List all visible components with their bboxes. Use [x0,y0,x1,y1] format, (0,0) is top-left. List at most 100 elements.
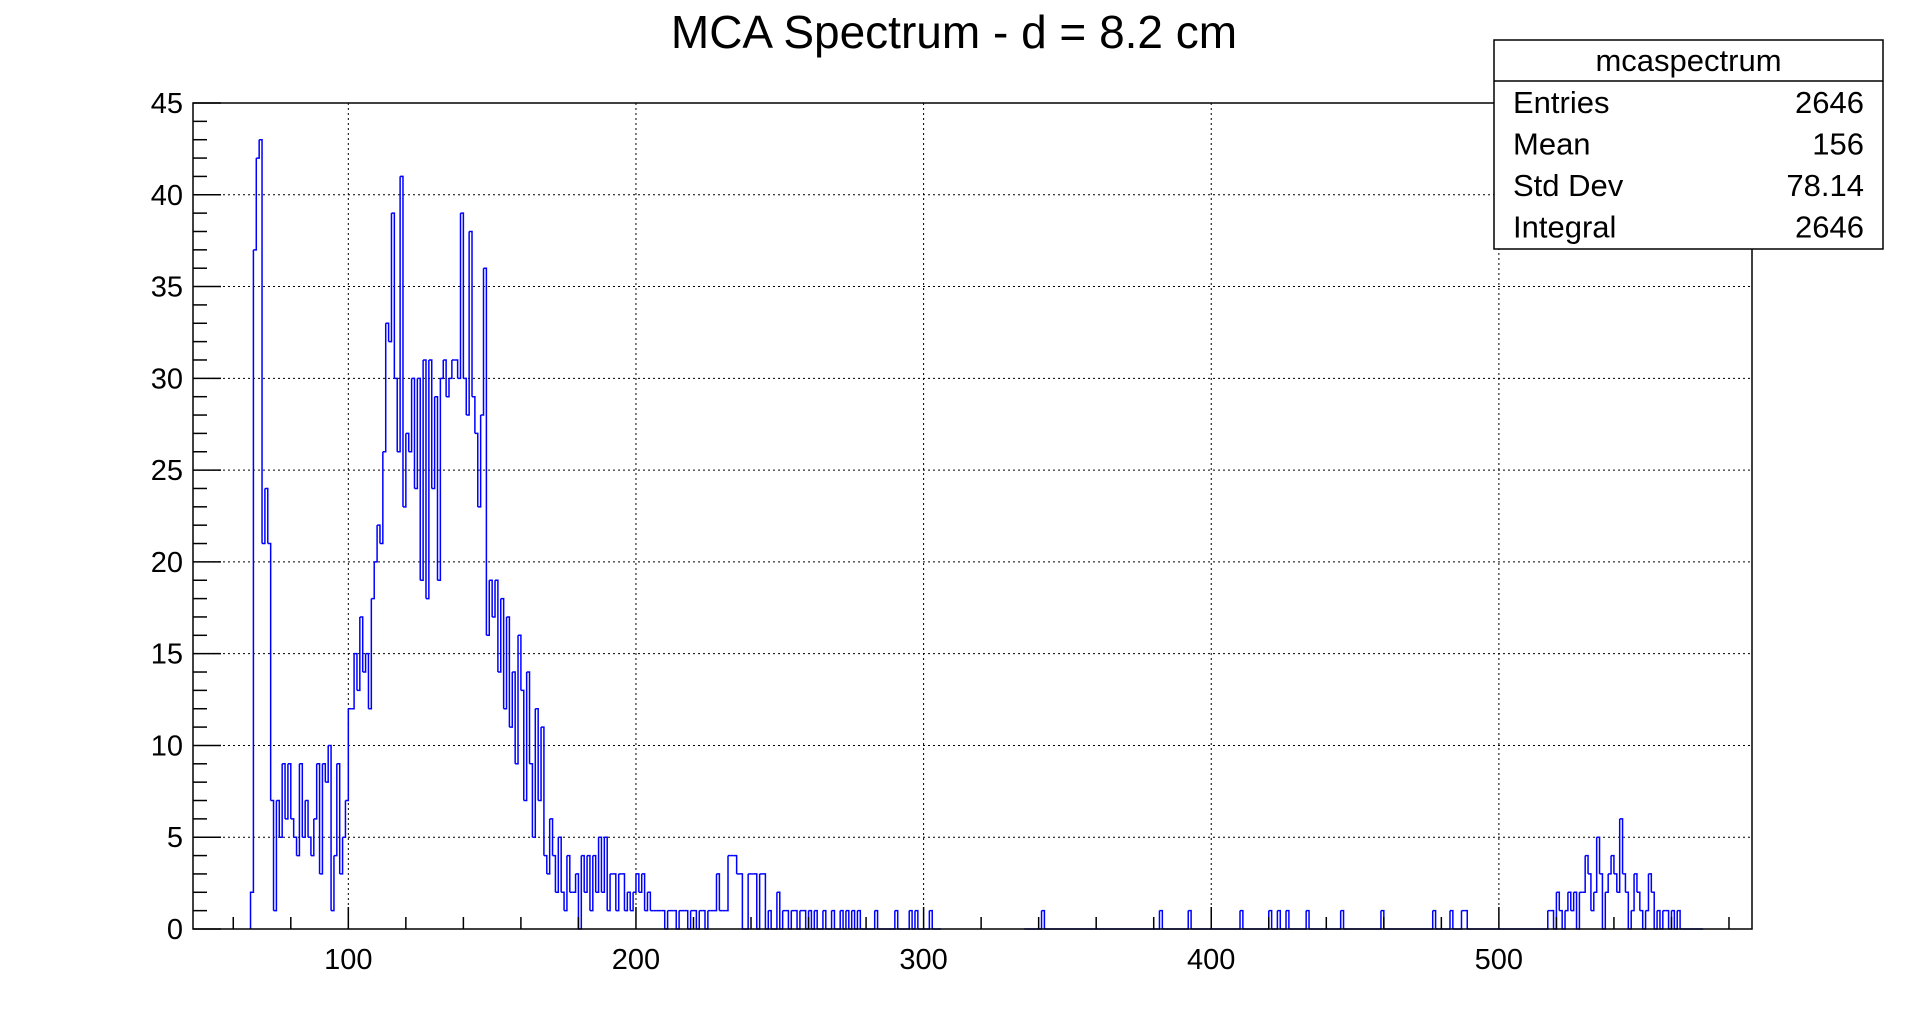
hist-bin-181 [581,854,585,893]
hist-bin-114 [388,213,393,343]
hist-bin-217 [684,909,689,929]
hist-bin-483 [1449,909,1454,929]
hist-bin-131 [437,378,442,581]
hist-bin-81 [293,836,298,856]
stat-label-integral: Integral [1513,210,1616,245]
hist-bin-549 [1639,909,1644,929]
hist-bin-562 [1677,909,1681,929]
hist-bin-163 [529,763,534,838]
hist-bin-111 [379,451,384,545]
hist-bin-524 [1567,891,1572,911]
hist-bin-124 [417,377,421,581]
hist-bin-213 [673,909,677,929]
hist-bin-533 [1593,837,1598,894]
hist-bin-433 [1306,909,1310,929]
hist-bin-246 [768,909,772,929]
hist-bin-92 [325,745,329,783]
hist-bin-518 [1550,909,1555,929]
hist-bin-173 [558,836,562,893]
hist-bin-183 [587,854,591,911]
hist-bin-182 [584,855,588,894]
y-tick-label-30: 30 [151,363,183,395]
hist-bin-558 [1665,909,1670,929]
hist-bin-113 [385,322,390,342]
hist-bin-128 [428,359,433,489]
hist-bin-197 [627,891,631,911]
hist-bin-158 [515,635,519,765]
hist-bin-125 [420,359,424,581]
hist-bin-548 [1636,891,1641,911]
hist-bin-523 [1565,892,1569,912]
hist-bin-66 [249,249,255,929]
hist-bin-169 [546,818,551,875]
hist-bin-143 [472,395,476,434]
hist-bin-171 [552,854,557,893]
hist-bin-529 [1582,855,1586,894]
hist-bin-543 [1622,873,1627,893]
hist-bin-112 [382,323,387,453]
hist-bin-86 [308,836,312,856]
hist-bin-488 [1464,909,1468,929]
hist-bin-555 [1657,909,1661,929]
hist-bin-236 [739,873,744,929]
hist-bin-192 [612,873,617,911]
hist-bin-202 [641,873,646,911]
hist-bin-541 [1616,818,1621,894]
y-tick-label-5: 5 [167,822,183,854]
hist-bin-249 [776,891,781,929]
hist-bin-76 [279,763,283,838]
y-tick-label-40: 40 [151,180,183,212]
hist-bin-149 [489,579,493,617]
hist-bin-190 [607,873,611,912]
hist-bin-553 [1651,891,1655,929]
hist-bin-426 [1286,909,1290,929]
hist-bin-535 [1599,873,1604,929]
hist-bin-74 [273,800,278,912]
hist-bin-139 [460,212,465,379]
hist-bin-546 [1631,873,1635,912]
hist-bin-199 [633,873,637,894]
hist-bin-127 [425,359,430,600]
hist-bin-520 [1556,891,1561,911]
stats-box-frame [1493,39,1884,250]
hist-bin-97 [339,837,344,875]
hist-bin-560 [1671,909,1676,929]
hist-bin-118 [400,175,404,507]
x-tick-label-500: 500 [1475,944,1523,976]
hist-bin-134 [446,378,450,398]
hist-bin-477 [1432,909,1437,929]
hist-bin-165 [535,707,539,801]
hist-bin-302 [929,909,933,929]
hist-bin-204 [647,891,652,911]
hist-bin-135 [448,359,453,380]
hist-bin-525 [1570,892,1575,912]
hist-bin-547 [1634,873,1638,893]
hist-bin-175 [564,855,568,912]
hist-bin-67 [253,158,258,251]
hist-bin-223 [702,909,706,929]
hist-bin-195 [621,873,626,911]
x-tick-label-100: 100 [324,944,372,976]
hist-bin-84 [302,800,306,838]
y-tick-label-25: 25 [151,455,183,487]
hist-bin-89 [316,763,321,874]
hist-bin-193 [615,873,620,912]
hist-bin-231 [725,855,729,912]
hist-bin-93 [328,744,332,911]
hist-bin-234 [733,854,738,874]
hist-bin-203 [644,892,649,912]
hist-bin-187 [598,836,603,893]
hist-bin-201 [638,873,643,894]
hist-bin-252 [785,909,790,929]
hist-bin-121 [408,378,413,453]
hist-bin-170 [549,818,554,856]
hist-bin-115 [391,212,396,379]
hist-bin-531 [1588,873,1592,911]
hist-bin-534 [1596,836,1601,874]
hist-bin-142 [469,230,473,397]
hist-bin-126 [423,359,427,599]
hist-bin-275 [851,909,856,929]
hist-bin-542 [1619,818,1624,874]
hist-bin-120 [405,432,410,452]
